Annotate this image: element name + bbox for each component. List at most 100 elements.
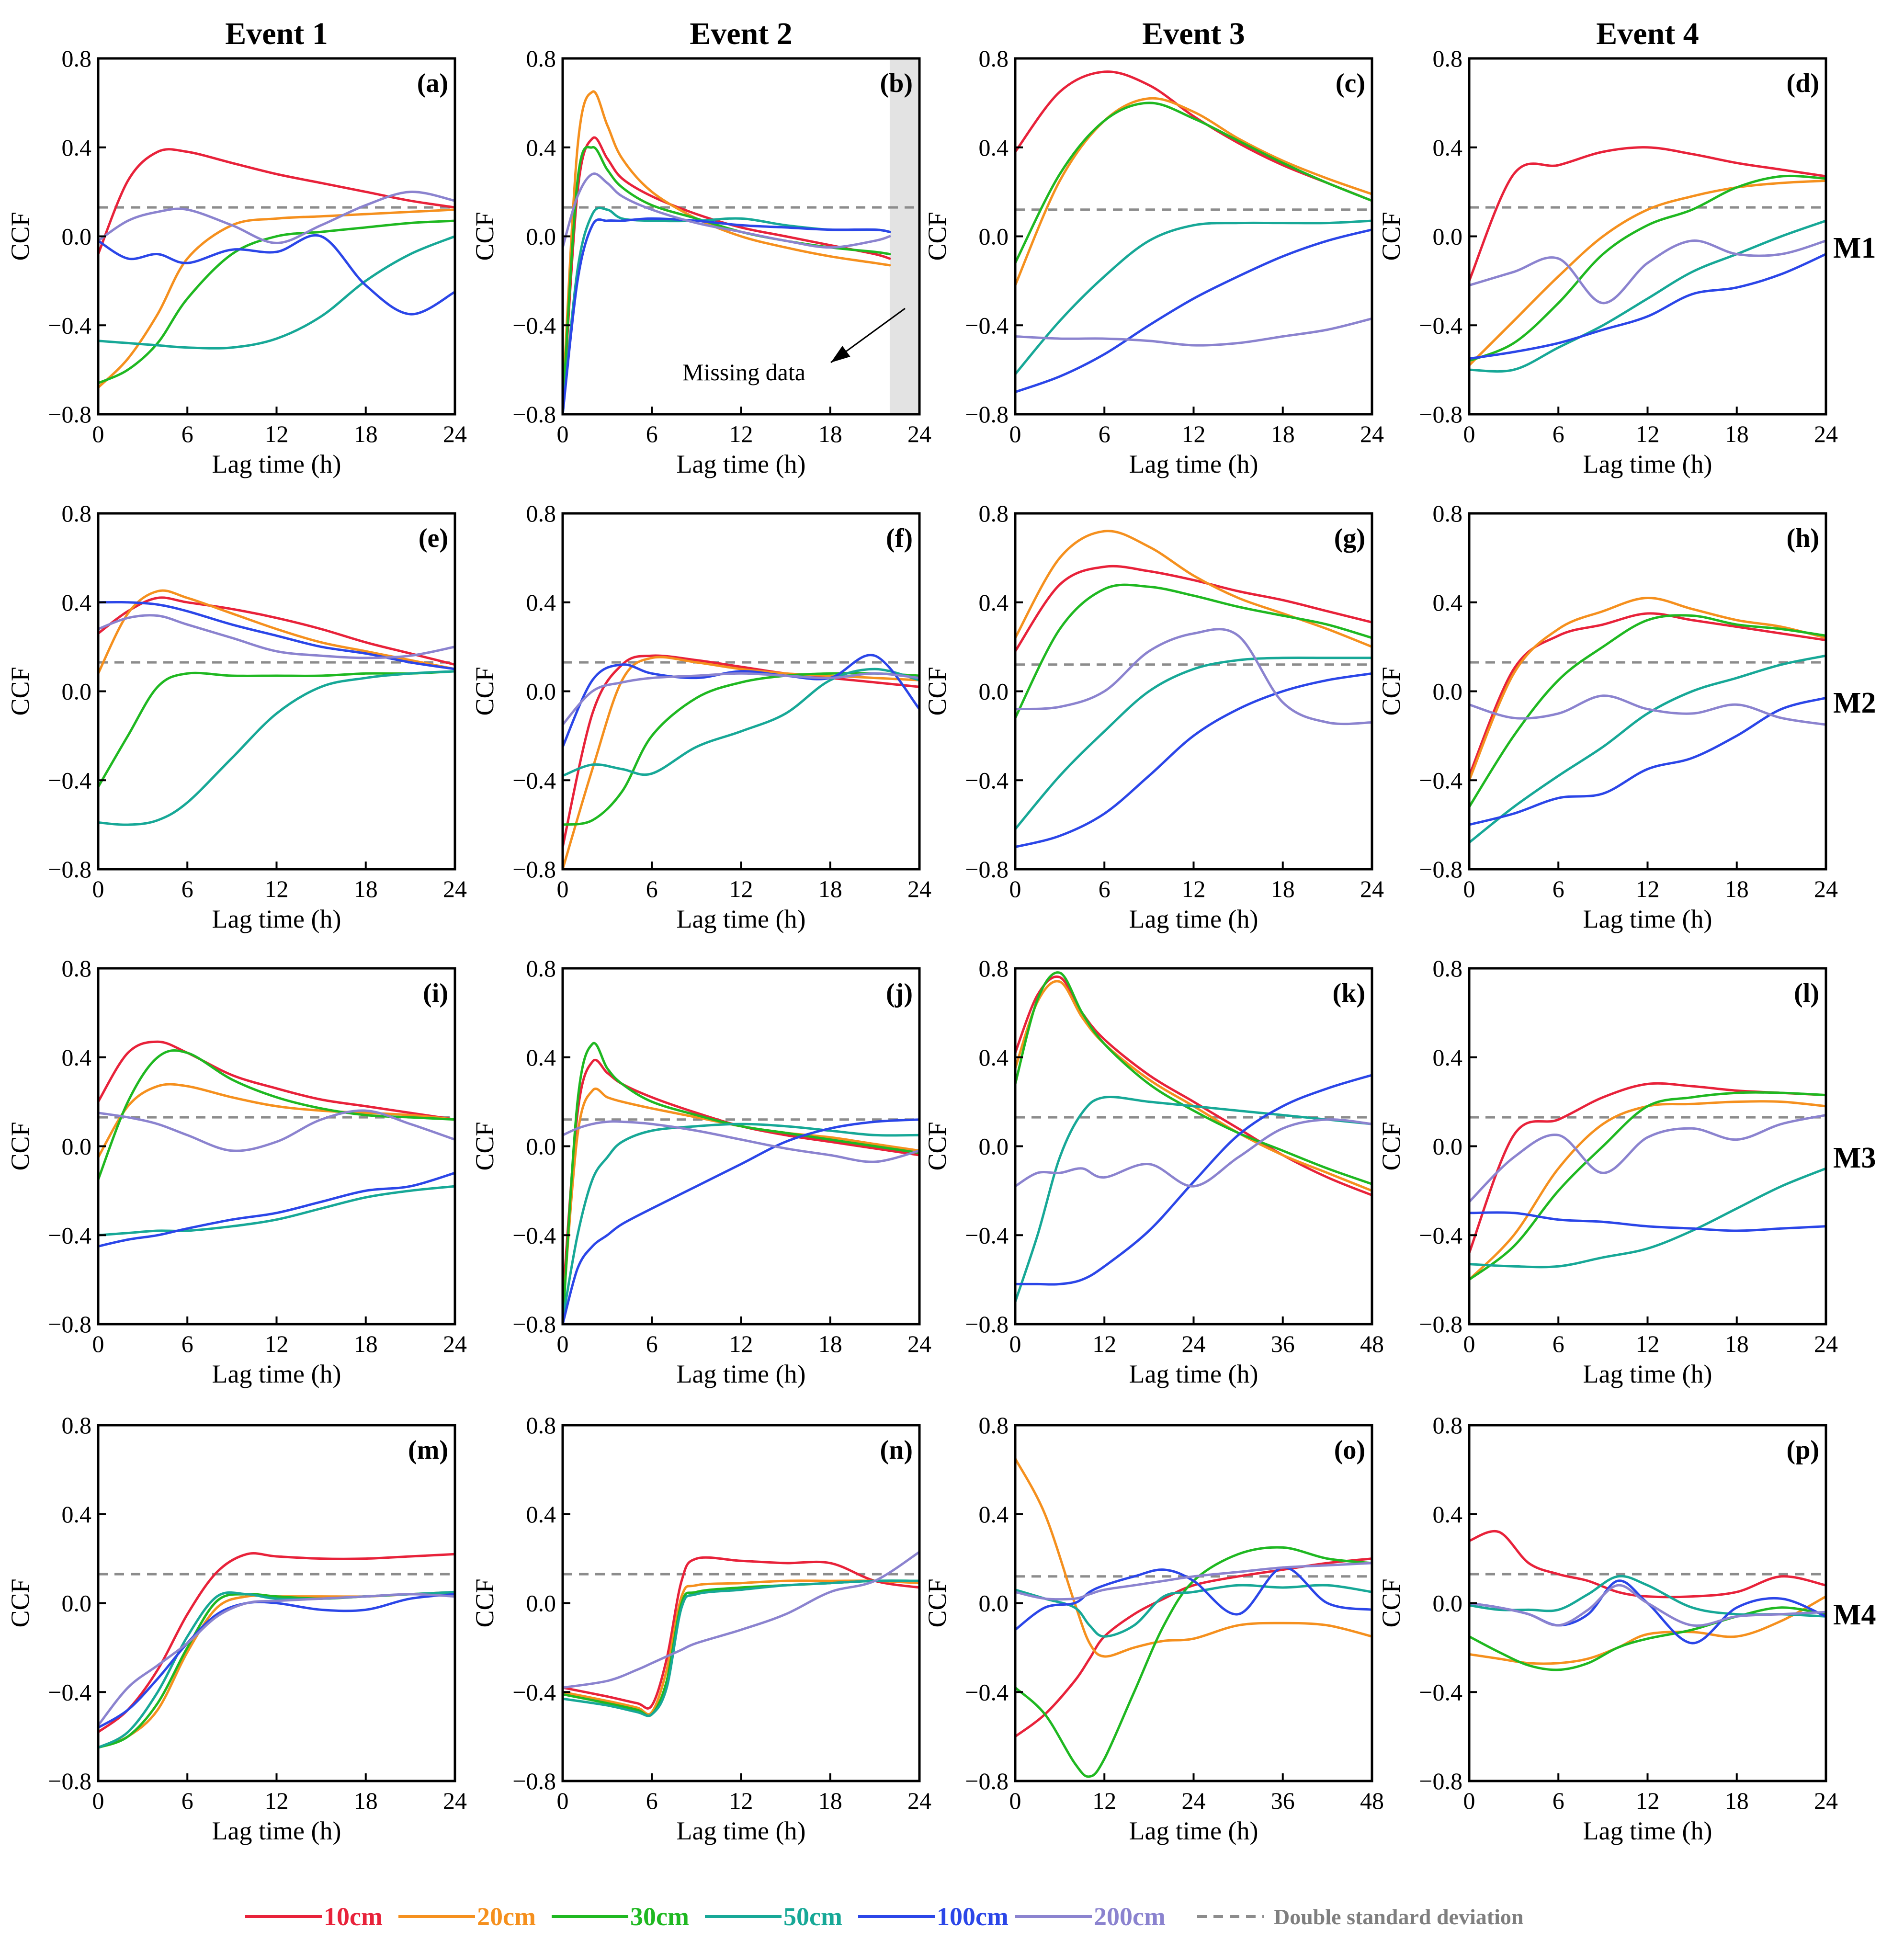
y-axis-label: CCF xyxy=(6,212,34,261)
legend-label: 10cm xyxy=(324,1902,383,1931)
x-tick-label: 18 xyxy=(354,1787,378,1814)
y-tick-label: 0.8 xyxy=(62,1412,92,1439)
column-title-event-2: Event 2 xyxy=(690,16,793,51)
series-line-10cm xyxy=(563,654,919,849)
panel-f: −0.8 −0.4 0.0 0.4 0.8 0 6 12 18 24 Lag time (h) CCF… xyxy=(470,500,931,933)
x-tick-label: 12 xyxy=(1182,420,1206,447)
series-line-10cm xyxy=(1015,975,1372,1197)
y-tick-label: −0.8 xyxy=(965,401,1009,428)
y-tick-label: −0.4 xyxy=(1419,1679,1462,1705)
plot-frame xyxy=(561,1424,921,1782)
series-line-100cm xyxy=(1015,1566,1372,1631)
x-tick-label: 18 xyxy=(354,420,378,447)
y-axis-label: CCF xyxy=(923,212,952,261)
panel-o: −0.8 −0.4 0.0 0.4 0.8 0 12 24 36 48 Lag time (h) CC… xyxy=(923,1412,1384,1845)
y-tick-label: 0.4 xyxy=(1433,1501,1463,1528)
x-axis-label: Lag time (h) xyxy=(677,905,806,933)
series-line-20cm xyxy=(563,656,919,869)
y-tick-label: −0.8 xyxy=(512,401,556,428)
x-tick-label: 24 xyxy=(907,420,931,447)
y-tick-label: −0.8 xyxy=(512,1311,556,1338)
series-line-50cm xyxy=(1469,654,1826,844)
y-tick-label: −0.4 xyxy=(48,1679,91,1705)
series-line-20cm xyxy=(98,1083,455,1159)
x-tick-label: 24 xyxy=(1814,1330,1838,1357)
row-label-m4: M4 xyxy=(1833,1599,1876,1631)
panel-label: (p) xyxy=(1787,1435,1819,1465)
y-axis-label: CCF xyxy=(923,1122,952,1170)
y-tick-label: 0.4 xyxy=(526,134,556,161)
series-line-20cm xyxy=(1469,1100,1826,1281)
y-axis-label: CCF xyxy=(1377,1578,1405,1627)
y-tick-label: 0.0 xyxy=(526,1590,556,1617)
panel-label: (c) xyxy=(1336,68,1365,98)
missing-data-annotation: Missing data xyxy=(682,359,805,386)
x-axis-label: Lag time (h) xyxy=(1583,1360,1712,1388)
plot-frame xyxy=(1468,512,1827,871)
series-line-20cm xyxy=(1469,179,1826,367)
series-line-10cm xyxy=(1469,612,1826,777)
x-tick-label: 24 xyxy=(443,420,467,447)
y-tick-label: 0.4 xyxy=(526,1044,556,1071)
x-tick-label: 0 xyxy=(1463,1330,1475,1357)
x-tick-label: 36 xyxy=(1271,1330,1295,1357)
y-tick-label: −0.8 xyxy=(965,856,1009,883)
panel-label: (d) xyxy=(1787,68,1819,98)
legend-item-100cm: 100cm xyxy=(858,1902,1009,1931)
y-tick-label: 0.4 xyxy=(1433,134,1463,161)
panel-i: −0.8 −0.4 0.0 0.4 0.8 0 6 12 18 24 Lag time (h) CCF… xyxy=(6,955,467,1388)
plot-frame xyxy=(1014,512,1373,871)
missing-data-shading xyxy=(889,58,919,414)
x-tick-label: 0 xyxy=(557,1787,569,1814)
x-tick-label: 12 xyxy=(265,875,289,902)
x-tick-label: 0 xyxy=(1009,420,1021,447)
y-tick-label: −0.8 xyxy=(48,856,91,883)
y-tick-label: 0.8 xyxy=(979,45,1009,72)
y-tick-label: −0.8 xyxy=(1419,856,1462,883)
series-line-100cm xyxy=(1015,228,1372,394)
y-tick-label: 0.0 xyxy=(62,223,92,250)
panel-g: −0.8 −0.4 0.0 0.4 0.8 0 6 12 18 24 Lag time (h) CCF… xyxy=(923,500,1384,933)
series-line-100cm xyxy=(1469,696,1826,826)
y-tick-label: 0.0 xyxy=(979,1133,1009,1160)
series-line-20cm xyxy=(563,1579,919,1716)
legend-item-20cm: 20cm xyxy=(398,1902,536,1931)
series-line-20cm xyxy=(563,90,891,405)
panel-h: −0.8 −0.4 0.0 0.4 0.8 0 6 12 18 24 Lag time (h) CCF… xyxy=(1377,500,1838,933)
y-tick-label: 0.0 xyxy=(979,223,1009,250)
series-line-200cm xyxy=(563,172,891,249)
x-tick-label: 24 xyxy=(1360,875,1384,902)
series-line-50cm xyxy=(563,1579,919,1717)
x-tick-label: 18 xyxy=(1271,420,1295,447)
series-line-50cm xyxy=(1015,1096,1372,1304)
x-axis-label: Lag time (h) xyxy=(212,1816,341,1845)
column-title-event-4: Event 4 xyxy=(1596,16,1699,51)
x-tick-label: 6 xyxy=(1553,875,1564,902)
y-tick-label: −0.8 xyxy=(1419,401,1462,428)
x-tick-label: 0 xyxy=(92,1787,104,1814)
x-tick-label: 0 xyxy=(1009,1330,1021,1357)
x-tick-label: 24 xyxy=(907,1787,931,1814)
y-tick-label: 0.8 xyxy=(1433,45,1463,72)
y-tick-label: 0.4 xyxy=(526,589,556,616)
legend-label: 30cm xyxy=(630,1902,689,1931)
series-line-10cm xyxy=(1469,1082,1826,1254)
x-tick-label: 12 xyxy=(1636,1330,1660,1357)
y-tick-label: 0.0 xyxy=(526,223,556,250)
y-tick-label: 0.8 xyxy=(1433,955,1463,982)
series-line-10cm xyxy=(98,1040,455,1121)
x-tick-label: 24 xyxy=(1182,1330,1206,1357)
x-tick-label: 12 xyxy=(1092,1787,1116,1814)
y-tick-label: −0.8 xyxy=(512,1768,556,1794)
x-tick-label: 12 xyxy=(1636,1787,1660,1814)
x-tick-label: 0 xyxy=(1009,875,1021,902)
x-tick-label: 18 xyxy=(1725,875,1749,902)
plot-frame xyxy=(97,967,456,1326)
y-tick-label: −0.4 xyxy=(965,312,1009,339)
series-line-200cm xyxy=(1469,694,1826,726)
x-tick-label: 18 xyxy=(1725,1330,1749,1357)
y-tick-label: −0.8 xyxy=(965,1768,1009,1794)
series-line-10cm xyxy=(98,1552,455,1734)
y-tick-label: 0.4 xyxy=(979,1044,1009,1071)
x-tick-label: 6 xyxy=(1553,420,1564,447)
